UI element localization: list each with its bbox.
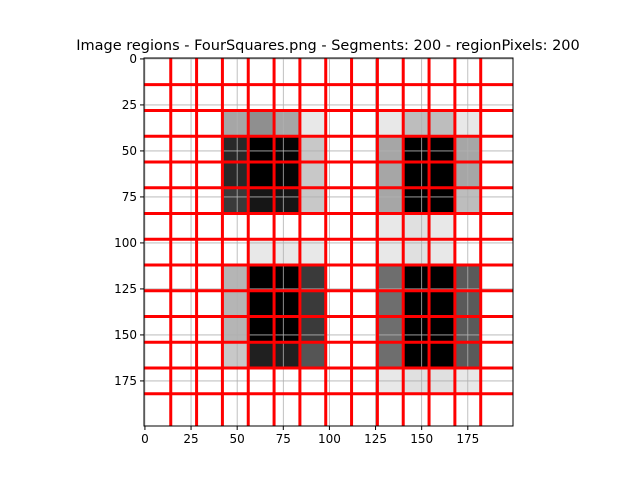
region-cell — [429, 110, 455, 137]
region-cell — [377, 110, 404, 137]
region-cell — [248, 342, 275, 369]
region-cell — [222, 316, 249, 343]
x-tick-label: 50 — [230, 432, 245, 446]
region-cell — [248, 239, 275, 265]
y-tick-label: 50 — [122, 144, 137, 158]
region-cell — [403, 342, 430, 369]
region-cell — [403, 239, 430, 265]
region-cell — [403, 161, 430, 188]
region-cell — [274, 110, 300, 137]
region-cell — [222, 110, 249, 137]
y-tick-label: 25 — [122, 98, 137, 112]
region-cell — [377, 290, 404, 317]
region-cell — [429, 136, 455, 162]
region-cell — [429, 161, 455, 188]
region-cell — [429, 290, 455, 317]
region-cell — [429, 342, 455, 369]
region-cell — [429, 213, 455, 240]
region-cell — [274, 136, 300, 162]
region-cell — [274, 316, 300, 343]
region-cell — [377, 161, 404, 188]
y-tick-label: 100 — [114, 236, 137, 250]
y-tick-label: 125 — [114, 282, 137, 296]
region-cell — [248, 316, 275, 343]
x-tick-label: 175 — [456, 432, 479, 446]
x-tick-label: 100 — [318, 432, 341, 446]
region-cell — [248, 265, 275, 291]
region-cell — [429, 187, 455, 214]
region-cell — [222, 290, 249, 317]
region-cell — [248, 290, 275, 317]
region-cell — [377, 342, 404, 369]
region-cell — [377, 136, 404, 162]
region-cell — [403, 316, 430, 343]
region-cell — [403, 265, 430, 291]
region-cell — [299, 161, 326, 188]
x-tick-label: 25 — [183, 432, 198, 446]
region-cell — [274, 265, 300, 291]
region-cell — [222, 342, 249, 369]
y-tick-label: 150 — [114, 328, 137, 342]
region-cell — [377, 213, 404, 240]
region-cell — [299, 136, 326, 162]
region-cell — [222, 187, 249, 214]
x-tick-label: 150 — [410, 432, 433, 446]
region-cell — [403, 136, 430, 162]
region-cell — [403, 110, 430, 137]
y-tick-label: 0 — [129, 52, 137, 66]
region-cell — [248, 110, 275, 137]
region-cell — [377, 187, 404, 214]
region-cell — [429, 265, 455, 291]
region-cell — [222, 265, 249, 291]
region-cell — [299, 239, 326, 265]
region-cell — [299, 342, 326, 369]
region-cell — [299, 265, 326, 291]
region-cell — [299, 316, 326, 343]
region-cell — [248, 161, 275, 188]
y-tick-label: 75 — [122, 190, 137, 204]
region-cell — [274, 342, 300, 369]
axes-frame — [143, 57, 514, 427]
region-cell — [274, 239, 300, 265]
region-cell — [299, 187, 326, 214]
region-cell — [222, 136, 249, 162]
region-cell — [248, 187, 275, 214]
region-cell — [429, 316, 455, 343]
region-cell — [248, 136, 275, 162]
region-cell — [403, 213, 430, 240]
region-cell — [377, 316, 404, 343]
region-cell — [377, 239, 404, 265]
chart-title: Image regions - FourSquares.png - Segmen… — [76, 38, 580, 54]
plot-area: 0 25 50 75 100 125 150 175 0 25 50 75 100 125 150 175 — [114, 52, 514, 446]
x-tick-label: 0 — [141, 432, 149, 446]
x-tick-label: 75 — [276, 432, 291, 446]
x-tick-label: 125 — [364, 432, 387, 446]
region-cell — [299, 290, 326, 317]
region-cell — [377, 265, 404, 291]
region-cell — [274, 290, 300, 317]
region-cell — [403, 290, 430, 317]
y-tick-label: 175 — [114, 374, 137, 388]
region-cell — [222, 161, 249, 188]
region-cell — [403, 187, 430, 214]
region-cell — [274, 187, 300, 214]
region-cell — [429, 239, 455, 265]
region-cell — [299, 110, 326, 137]
region-cell — [274, 161, 300, 188]
